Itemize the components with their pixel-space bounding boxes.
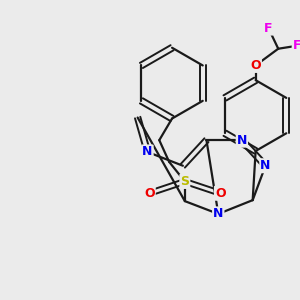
Text: O: O — [144, 187, 155, 200]
Text: F: F — [264, 22, 273, 34]
Text: O: O — [250, 59, 261, 72]
Text: N: N — [213, 207, 224, 220]
Text: N: N — [237, 134, 247, 147]
Text: S: S — [180, 175, 189, 188]
Text: N: N — [142, 146, 153, 158]
Text: F: F — [293, 39, 300, 52]
Text: N: N — [260, 159, 271, 172]
Text: O: O — [215, 187, 226, 200]
